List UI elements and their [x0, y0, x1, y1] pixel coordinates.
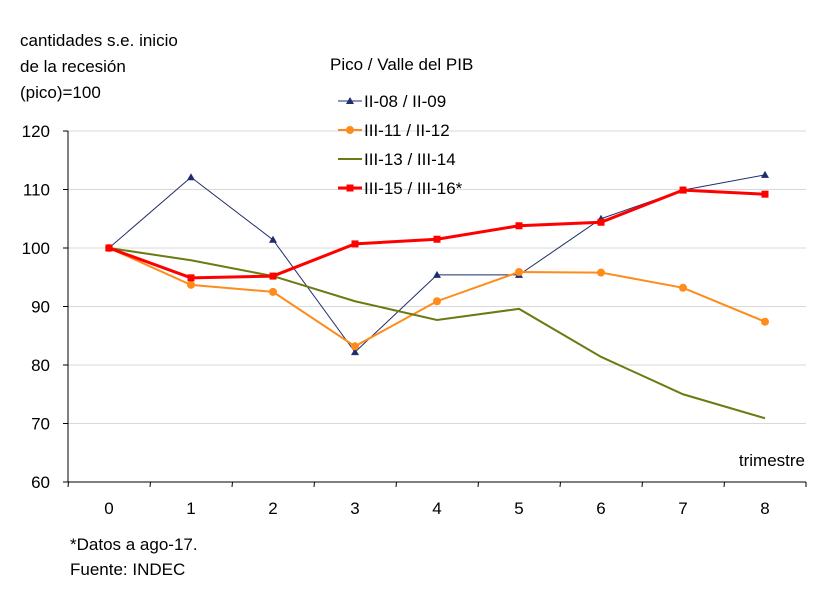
legend-title: Pico / Valle del PIB: [330, 55, 473, 74]
data-point: [761, 190, 769, 198]
data-point: [597, 268, 605, 277]
data-point: [269, 272, 277, 280]
x-tick-label: 7: [678, 499, 687, 518]
data-point: [187, 280, 195, 289]
y-tick-label: 70: [31, 415, 50, 434]
data-point: [187, 173, 195, 181]
data-point: [351, 348, 359, 356]
data-point: [351, 240, 359, 248]
x-tick: [67, 481, 69, 488]
y-tick-label: 60: [31, 473, 50, 492]
x-tick: [149, 481, 151, 488]
series-1: [105, 244, 769, 351]
x-tick-label: 0: [104, 499, 113, 518]
legend-label: III-13 / III-14: [364, 150, 456, 169]
legend-label: III-15 / III-16*: [364, 179, 463, 198]
y-axis-label-line1: cantidades s.e. inicio: [20, 31, 178, 50]
x-tick-label: 2: [268, 499, 277, 518]
x-tick: [313, 481, 315, 488]
y-tick-label: 110: [23, 181, 50, 200]
data-point: [515, 222, 523, 230]
x-tick: [641, 481, 643, 488]
series-2: [108, 247, 766, 420]
data-point: [515, 267, 523, 276]
series-line: [108, 247, 766, 420]
data-point: [761, 170, 769, 178]
data-point: [679, 186, 687, 194]
x-tick: [395, 481, 397, 488]
data-point: [433, 235, 441, 243]
y-axis-label-line3: (pico)=100: [20, 83, 101, 102]
x-tick-label: 1: [186, 499, 195, 518]
x-tick: [231, 481, 233, 488]
x-tick: [477, 481, 479, 488]
data-point: [597, 218, 605, 226]
legend-label: II-08 / II-09: [364, 92, 446, 111]
footnote: *Datos a ago-17.: [70, 535, 198, 554]
x-tick-label: 5: [514, 499, 523, 518]
legend-marker: [346, 184, 354, 192]
data-point: [433, 297, 441, 306]
x-tick: [723, 481, 725, 488]
data-point: [269, 235, 277, 243]
data-point: [761, 317, 769, 326]
data-point: [269, 287, 277, 296]
data-point: [679, 283, 687, 292]
data-point: [105, 244, 113, 252]
legend-label: III-11 / II-12: [364, 121, 450, 140]
source-note: Fuente: INDEC: [70, 560, 186, 579]
y-tick-label: 120: [22, 122, 50, 141]
data-point: [433, 270, 441, 278]
legend-marker: [346, 126, 354, 134]
data-point: [187, 274, 195, 282]
data-point: [351, 342, 359, 351]
x-tick-label: 3: [350, 499, 359, 518]
x-tick-label: 6: [596, 499, 605, 518]
y-tick-label: 100: [22, 239, 50, 258]
x-tick-label: 8: [760, 499, 769, 518]
x-tick-label: 4: [432, 499, 441, 518]
x-tick: [559, 481, 561, 488]
legend-marker: [346, 97, 354, 104]
y-tick-label: 80: [31, 356, 50, 375]
x-axis-label: trimestre: [739, 451, 805, 470]
series-3: [105, 186, 769, 282]
series-line: [108, 188, 766, 280]
y-axis-label-line2: de la recesión: [20, 57, 126, 76]
y-tick-label: 90: [31, 298, 50, 317]
